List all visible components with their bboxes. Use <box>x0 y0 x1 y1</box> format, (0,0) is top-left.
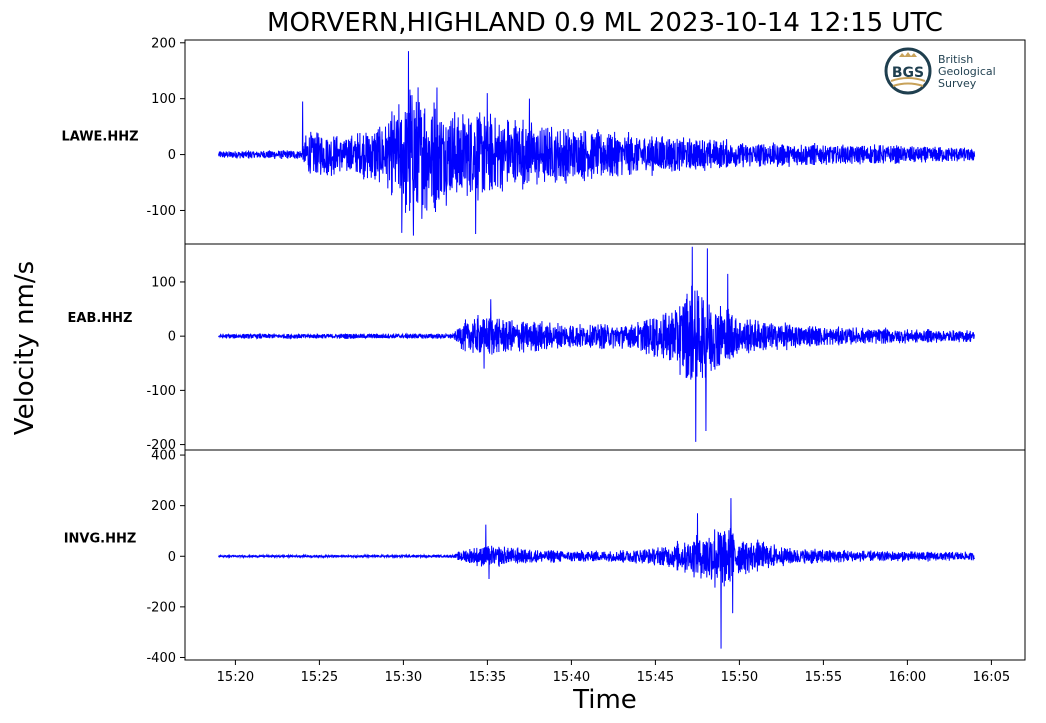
panels-group: 200 100 0 -100 LAWE.HHZ 100 0 -100 -200 EAB.HHZ 40… <box>61 36 1026 666</box>
y-tick-label: 100 <box>151 275 176 290</box>
logo-line-2: Geological <box>938 65 996 78</box>
x-tick-label: 15:40 <box>553 670 590 685</box>
panel-frame <box>184 449 1026 661</box>
y-tick-label: -100 <box>146 204 176 219</box>
y-tick-label: -200 <box>146 438 176 453</box>
y-tick-label: 100 <box>151 92 176 107</box>
panel-lawe-hhz: 200 100 0 -100 LAWE.HHZ <box>61 36 1026 245</box>
y-tick-label: 0 <box>168 550 176 565</box>
x-tick-label: 15:25 <box>301 670 338 685</box>
waveform-invg-hhz <box>218 498 976 649</box>
waveform-eab-hhz <box>218 246 976 442</box>
station-label: LAWE.HHZ <box>61 130 138 145</box>
x-tick-label: 15:55 <box>805 670 842 685</box>
y-tick-label: 400 <box>151 449 176 464</box>
x-axis-label: Time <box>572 685 637 715</box>
y-tick-label: 0 <box>168 148 176 163</box>
panel-invg-hhz: 400 200 0 -200 -400 INVG.HHZ <box>64 449 1026 666</box>
logo-wave2-icon <box>892 82 924 87</box>
x-tick-label: 16:05 <box>973 670 1010 685</box>
x-tick-label: 15:35 <box>469 670 506 685</box>
y-tick-label: -100 <box>146 384 176 399</box>
y-axis-label: Velocity nm/s <box>10 261 40 435</box>
bgs-logo: BGS British Geological Survey <box>884 47 996 95</box>
x-tick-label: 15:50 <box>721 670 758 685</box>
panel-eab-hhz: 100 0 -100 -200 EAB.HHZ <box>68 243 1026 453</box>
x-tick-label: 15:30 <box>385 670 422 685</box>
crown-icon <box>899 52 917 57</box>
x-tick-label: 16:00 <box>889 670 926 685</box>
logo-line-1: British <box>938 53 973 66</box>
panel-frame <box>184 243 1026 451</box>
y-tick-label: 200 <box>151 36 176 51</box>
y-tick-label: -400 <box>146 651 176 666</box>
logo-abbr: BGS <box>892 65 924 81</box>
logo-line-3: Survey <box>938 77 977 90</box>
logo-ring-icon <box>884 47 932 95</box>
x-axis: 15:20 15:25 15:30 15:35 15:40 15:45 15:50 15:55… <box>217 660 1010 685</box>
logo-wave-icon <box>890 77 926 82</box>
x-tick-label: 15:20 <box>217 670 254 685</box>
x-tick-label: 15:45 <box>637 670 674 685</box>
station-label: EAB.HHZ <box>68 311 133 326</box>
y-tick-label: 0 <box>168 330 176 345</box>
y-tick-label: 200 <box>151 499 176 514</box>
chart-title: MORVERN,HIGHLAND 0.9 ML 2023-10-14 12:15… <box>267 8 943 38</box>
waveform-lawe-hhz <box>218 51 976 236</box>
y-tick-label: -200 <box>146 600 176 615</box>
station-label: INVG.HHZ <box>64 531 137 546</box>
